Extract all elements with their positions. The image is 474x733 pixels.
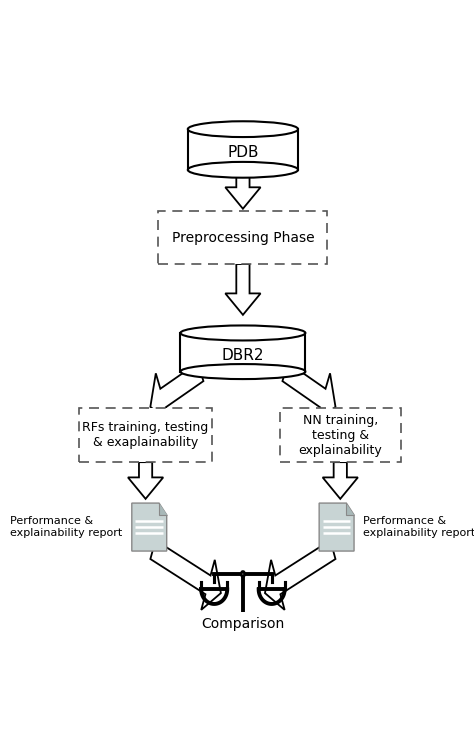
Bar xyxy=(158,210,328,265)
PathPatch shape xyxy=(265,540,336,610)
PathPatch shape xyxy=(283,363,336,423)
PathPatch shape xyxy=(225,264,261,315)
Bar xyxy=(280,408,401,462)
Text: Performance &
explainability report: Performance & explainability report xyxy=(10,516,123,538)
Text: DBR2: DBR2 xyxy=(222,348,264,363)
Text: PDB: PDB xyxy=(227,145,259,161)
PathPatch shape xyxy=(132,503,167,551)
Text: RFs training, testing
& exaplainability: RFs training, testing & exaplainability xyxy=(82,421,209,449)
PathPatch shape xyxy=(150,540,221,610)
Bar xyxy=(188,129,298,170)
Ellipse shape xyxy=(181,325,305,340)
Text: Preprocessing Phase: Preprocessing Phase xyxy=(172,231,314,245)
PathPatch shape xyxy=(225,169,261,209)
PathPatch shape xyxy=(150,363,203,423)
Text: Performance &
explainability report: Performance & explainability report xyxy=(363,516,474,538)
Text: Comparison: Comparison xyxy=(201,617,284,631)
PathPatch shape xyxy=(159,503,167,515)
PathPatch shape xyxy=(128,463,163,499)
Ellipse shape xyxy=(188,162,298,177)
Bar xyxy=(80,408,212,462)
Ellipse shape xyxy=(188,121,298,137)
PathPatch shape xyxy=(319,503,354,551)
PathPatch shape xyxy=(323,463,358,499)
Bar xyxy=(181,333,305,372)
Circle shape xyxy=(241,572,245,577)
Ellipse shape xyxy=(181,364,305,379)
PathPatch shape xyxy=(346,503,354,515)
Text: NN training,
testing &
explainability: NN training, testing & explainability xyxy=(299,413,382,457)
